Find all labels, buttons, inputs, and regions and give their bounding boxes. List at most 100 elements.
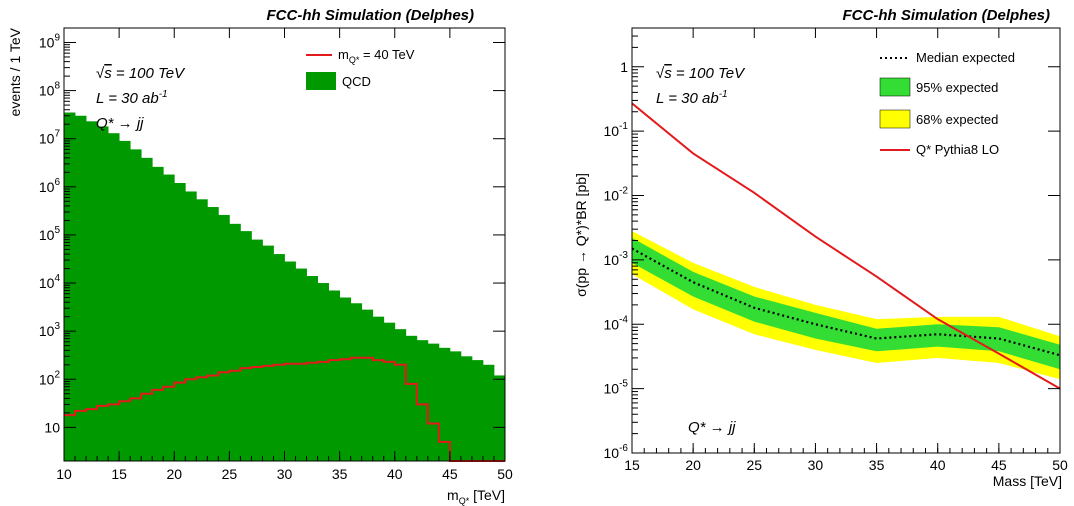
right-y-axis-label: σ(pp → Q*)*BR [pb] [573, 173, 589, 297]
qcd-bar [262, 245, 274, 461]
left-chart: FCC-hh Simulation (Delphes) 10 15 20 25 30 35… [7, 7, 513, 506]
qcd-bar [251, 239, 263, 461]
x-tick-label: 20 [685, 457, 701, 473]
qcd-bar [471, 360, 484, 461]
qcd-bar [339, 297, 352, 461]
right-axes: 15 20 25 30 35 40 45 5010-610-510-410-310-210-1… [604, 27, 1068, 473]
y-tick-label: 107 [39, 129, 61, 147]
qcd-bar [174, 183, 186, 462]
x-tick-label: 30 [808, 457, 824, 473]
left-plot-area [64, 112, 506, 462]
y-tick-label: 10-2 [604, 186, 629, 204]
qcd-bar [97, 126, 109, 461]
x-tick-label: 25 [746, 457, 762, 473]
y-tick-label: 109 [39, 32, 61, 50]
x-tick-label: 35 [332, 466, 348, 482]
legend-label-95: 95% expected [916, 80, 998, 95]
right-annotation-lumi: L = 30 ab-1 [656, 89, 728, 107]
theory-line [631, 102, 1061, 390]
y-tick-label: 108 [39, 81, 61, 99]
qcd-bar [350, 303, 363, 461]
median-expected-line [631, 247, 1061, 357]
qcd-bar [64, 112, 76, 461]
qcd-bar [152, 166, 164, 462]
left-annotation-lumi: L = 30 ab-1 [96, 89, 168, 107]
y-tick-label: 106 [39, 177, 61, 195]
right-annotation-energy: √s = 100 TeV [656, 65, 746, 82]
legend-label-median: Median expected [916, 50, 1015, 65]
qcd-bar [240, 231, 252, 461]
x-tick-label: 10 [56, 466, 72, 482]
qcd-bar [295, 268, 307, 461]
x-tick-label: 25 [222, 466, 238, 482]
x-tick-label: 50 [497, 466, 513, 482]
legend-label-68: 68% expected [916, 112, 998, 127]
left-legend: mQ* = 40 TeV QCD [306, 47, 415, 90]
qcd-bar [372, 316, 385, 461]
left-annotation-energy: √s = 100 TeV [96, 65, 186, 82]
qcd-bar [119, 140, 131, 461]
x-tick-label: 50 [1052, 457, 1068, 473]
qcd-bar [185, 191, 197, 461]
legend-swatch-95 [879, 77, 911, 97]
x-tick-label: 35 [869, 457, 885, 473]
qcd-bar [482, 364, 495, 461]
legend-label-signal: mQ* = 40 TeV [338, 47, 415, 65]
y-tick-label: 10-5 [604, 379, 629, 397]
qcd-bar [130, 149, 142, 462]
y-tick-label: 10-4 [604, 314, 629, 332]
qcd-bar [108, 133, 120, 461]
qcd-bar [438, 347, 451, 461]
qcd-bar [328, 290, 341, 461]
qcd-bar [141, 157, 153, 461]
x-tick-label: 45 [442, 466, 458, 482]
qcd-bar [405, 335, 418, 461]
qcd-bar [460, 356, 473, 461]
y-tick-label: 103 [39, 321, 61, 339]
x-tick-label: 45 [991, 457, 1007, 473]
y-tick-label: 10-3 [604, 250, 629, 268]
qcd-bar [86, 121, 98, 462]
qcd-bar [284, 261, 296, 461]
band-68 [632, 237, 1060, 370]
qcd-bar [416, 340, 429, 461]
x-tick-label: 40 [387, 466, 403, 482]
y-tick-label: 10 [44, 419, 60, 435]
right-annotation-process: Q* → jj [688, 419, 736, 436]
right-x-axis-label: Mass [TeV] [993, 473, 1062, 489]
right-chart: FCC-hh Simulation (Delphes) 15 20 25 30 35 40… [573, 7, 1068, 489]
y-tick-label: 102 [39, 369, 61, 387]
legend-label-theory: Q* Pythia8 LO [916, 142, 999, 157]
qcd-bar [163, 174, 175, 461]
y-tick-label: 104 [39, 273, 61, 291]
right-plot-area [631, 102, 1061, 390]
left-axes: 10 15 20 25 30 35 40 45 50 10 102 103 104 105 106 107 10… [39, 27, 513, 482]
qcd-bar [218, 214, 230, 461]
qcd-bar [196, 199, 208, 461]
x-tick-label: 40 [930, 457, 946, 473]
qcd-bar [273, 254, 285, 461]
x-tick-label: 15 [624, 457, 640, 473]
qcd-bar [207, 207, 219, 461]
left-annotation-process: Q* → jj [96, 115, 144, 132]
y-tick-label: 1 [620, 59, 628, 75]
y-tick-label: 105 [39, 225, 61, 243]
qcd-bar [317, 283, 329, 461]
band-95 [632, 231, 1060, 380]
qcd-bar [449, 351, 462, 461]
qcd-bar [361, 309, 374, 461]
left-chart-title: FCC-hh Simulation (Delphes) [267, 7, 475, 24]
qcd-bar [75, 115, 87, 461]
qcd-bar [229, 223, 241, 461]
left-y-axis-label: events / 1 TeV [7, 27, 23, 116]
x-tick-label: 20 [166, 466, 182, 482]
qcd-bar [394, 329, 407, 461]
x-tick-label: 15 [111, 466, 127, 482]
left-x-axis-label: mQ* [TeV] [447, 487, 505, 506]
right-chart-title: FCC-hh Simulation (Delphes) [843, 7, 1051, 24]
legend-swatch-68 [879, 109, 911, 129]
legend-label-qcd: QCD [342, 74, 371, 89]
qcd-bar [383, 322, 396, 461]
qcd-bar [493, 375, 506, 461]
